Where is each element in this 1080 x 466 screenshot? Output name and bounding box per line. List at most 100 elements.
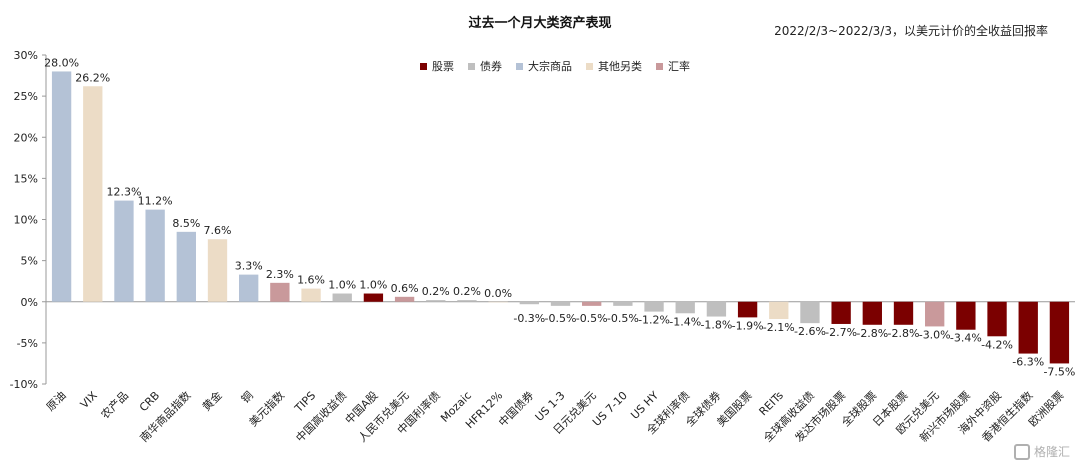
bar (987, 301, 1007, 337)
bar (457, 300, 477, 302)
legend-item-stocks: 股票 (420, 58, 454, 74)
bar (956, 301, 976, 330)
bar (831, 301, 851, 324)
bar (1018, 301, 1038, 354)
data-label: -0.5% (607, 312, 639, 325)
y-tick-label: 30% (14, 49, 38, 62)
data-label: 26.2% (75, 71, 110, 84)
legend-label: 汇率 (668, 60, 690, 73)
bar (488, 301, 508, 303)
chart-title: 过去一个月大类资产表现 (468, 16, 612, 31)
data-label: 0.0% (484, 287, 512, 300)
data-label: 0.6% (391, 282, 419, 295)
bar (114, 200, 134, 302)
legend-swatch (420, 62, 427, 70)
x-tick-label: 黄金 (199, 388, 224, 413)
data-label: 1.0% (359, 279, 387, 292)
bar (239, 274, 259, 302)
data-label: 0.2% (422, 285, 450, 298)
legend-item-alternatives: 其他另类 (586, 58, 642, 74)
legend-swatch (516, 62, 523, 70)
watermark-text: 格隆汇 (1033, 445, 1070, 459)
bar (893, 301, 914, 325)
bar (582, 301, 602, 306)
bar (363, 293, 384, 302)
watermark: 格隆汇 (1013, 443, 1070, 460)
legend-item-fx: 汇率 (656, 58, 690, 74)
legend-swatch (468, 62, 475, 70)
bar (550, 301, 571, 306)
data-label: 7.6% (204, 224, 232, 237)
legend-label: 其他另类 (598, 60, 642, 73)
x-tick-label: 美国股票 (714, 389, 754, 429)
bar (706, 301, 727, 317)
x-tick-label: CRB (137, 389, 162, 414)
bar (426, 300, 446, 302)
data-label: -1.4% (669, 315, 701, 328)
bar (332, 293, 352, 302)
bar (51, 71, 72, 302)
bar (925, 301, 945, 327)
data-label: -7.5% (1043, 365, 1075, 378)
bar (613, 301, 633, 306)
x-tick-label: 铜 (238, 388, 256, 406)
x-tick-label: VIX (78, 389, 100, 411)
y-tick-label: 0% (21, 296, 38, 309)
y-tick-label: 5% (21, 255, 38, 268)
bar (207, 239, 228, 302)
data-label: 11.2% (138, 195, 173, 208)
data-label: 28.0% (44, 56, 79, 69)
bar (675, 301, 695, 314)
legend: 股票 债券 大宗商品 其他另类 汇率 (420, 58, 690, 74)
y-tick-label: 15% (14, 172, 38, 185)
bar (270, 282, 290, 302)
data-label: -1.8% (700, 319, 732, 332)
data-label: 3.3% (235, 260, 263, 273)
bar (1049, 301, 1070, 364)
data-label: -2.8% (888, 327, 920, 340)
bar (83, 86, 103, 302)
data-label: 12.3% (106, 186, 141, 199)
data-label: -1.9% (732, 319, 764, 332)
legend-label: 大宗商品 (528, 60, 572, 73)
bar (519, 301, 539, 305)
legend-label: 债券 (480, 60, 502, 73)
bar (769, 301, 789, 320)
x-tick-label: TIPS (292, 389, 319, 416)
bar (644, 301, 664, 312)
y-tick-label: -10% (10, 378, 38, 391)
legend-label: 股票 (432, 60, 454, 73)
legend-item-bonds: 债券 (468, 58, 502, 74)
bar (800, 301, 820, 324)
x-tick-label: 原油 (43, 388, 68, 413)
x-tick-label: 美元指数 (246, 388, 287, 429)
y-tick-label: 20% (14, 131, 38, 144)
data-label: -2.1% (763, 321, 795, 334)
data-label: 2.3% (266, 268, 294, 281)
data-label: -6.3% (1012, 356, 1044, 369)
x-tick-label: US 7-10 (590, 389, 630, 429)
data-label: -2.6% (794, 325, 826, 338)
watermark-logo-icon (1013, 443, 1030, 460)
data-label: -2.7% (825, 326, 857, 339)
data-label: -0.5% (576, 312, 608, 325)
x-tick-label: 欧洲股票 (1026, 389, 1066, 429)
legend-swatch (586, 62, 593, 70)
legend-item-commodities: 大宗商品 (516, 58, 572, 74)
bar (176, 231, 196, 302)
x-tick-label: 农产品 (98, 388, 131, 421)
bar (862, 301, 882, 325)
data-label: -2.8% (856, 327, 888, 340)
bar (145, 209, 165, 302)
data-label: 0.2% (453, 285, 481, 298)
y-tick-label: -5% (17, 337, 38, 350)
data-label: 1.0% (328, 279, 356, 292)
chart-subtitle: 2022/2/3~2022/3/3，以美元计价的全收益回报率 (774, 24, 1048, 38)
y-tick-label: 25% (14, 90, 38, 103)
bar (301, 288, 321, 302)
data-label: 1.6% (297, 274, 325, 287)
data-label: -1.2% (638, 314, 670, 327)
data-label: 8.5% (172, 217, 200, 230)
